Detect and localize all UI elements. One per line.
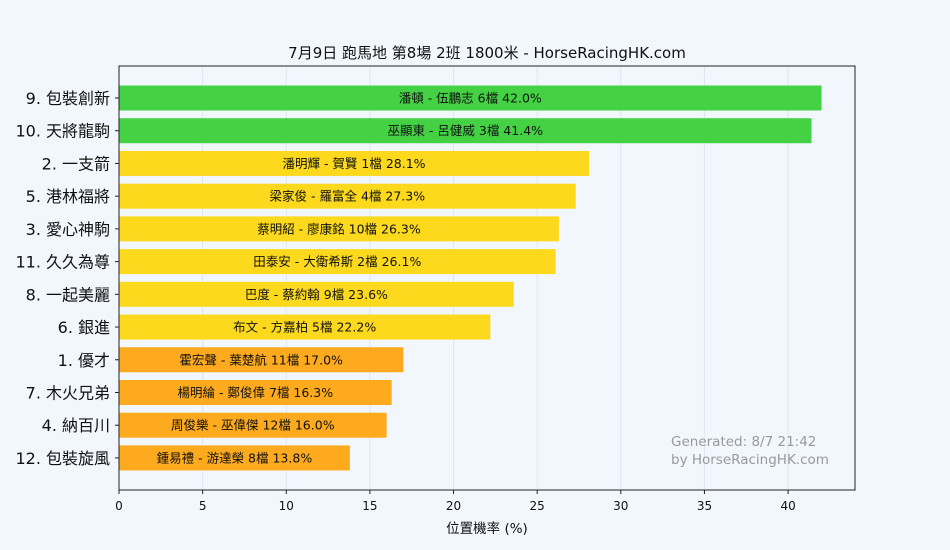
- y-tick-label: 9. 包裝創新: [26, 89, 110, 108]
- x-axis-ticks: 0 5 10 15 20 25 30 35 40: [115, 490, 796, 513]
- bar: [119, 85, 822, 111]
- bar: [119, 281, 514, 307]
- bar-label: 梁家俊 - 羅富全 4檔 27.3%: [270, 189, 426, 204]
- bar: [119, 445, 350, 471]
- y-tick-label: 6. 銀進: [58, 318, 110, 337]
- x-tick-label: 40: [780, 499, 795, 513]
- y-tick-label: 5. 港林福將: [26, 187, 110, 206]
- x-tick-label: 10: [279, 499, 294, 513]
- y-tick-label: 7. 木火兄弟: [26, 383, 110, 402]
- bar-label: 潘明輝 - 賀賢 1檔 28.1%: [282, 156, 425, 171]
- chart-title: 7月9日 跑馬地 第8場 2班 1800米 - HorseRacingHK.co…: [288, 44, 686, 62]
- bar: [119, 249, 556, 275]
- bar: [119, 347, 404, 373]
- bar: [119, 150, 590, 176]
- bar-label: 鍾易禮 - 游達榮 8檔 13.8%: [157, 450, 313, 465]
- bar-labels: 潘頓 - 伍鵬志 6檔 42.0% 巫顯東 - 呂健威 3檔 41.4% 潘明輝 -…: [157, 91, 544, 466]
- generated-annotation: Generated: 8/7 21:42: [671, 434, 816, 450]
- y-tick-label: 12. 包裝旋風: [15, 449, 110, 468]
- x-tick-label: 5: [199, 499, 207, 513]
- bar-label: 霍宏聲 - 葉楚航 11檔 17.0%: [179, 352, 343, 367]
- bar-label: 潘頓 - 伍鵬志 6檔 42.0%: [399, 91, 542, 106]
- y-axis-labels: 9. 包裝創新 10. 天將龍駒 2. 一支箭 5. 港林福將 3. 愛心神駒 11. 久…: [15, 89, 119, 468]
- y-tick-label: 4. 納百川: [42, 416, 110, 435]
- source-annotation: by HorseRacingHK.com: [671, 452, 829, 468]
- x-tick-label: 35: [697, 499, 712, 513]
- bar: [119, 216, 559, 242]
- bar: [119, 379, 392, 405]
- bar-label: 周俊樂 - 巫偉傑 12檔 16.0%: [171, 418, 335, 433]
- bar: [119, 118, 812, 144]
- x-axis-label: 位置機率 (%): [446, 520, 528, 537]
- bar-label: 田泰安 - 大衛希斯 2檔 26.1%: [253, 254, 421, 269]
- bar: [119, 412, 387, 438]
- bar-label: 蔡明紹 - 廖康銘 10檔 26.3%: [257, 221, 421, 236]
- x-tick-label: 30: [613, 499, 628, 513]
- y-tick-label: 3. 愛心神駒: [26, 220, 110, 239]
- bar: [119, 314, 491, 340]
- y-tick-label: 1. 優才: [58, 351, 110, 370]
- y-tick-label: 10. 天將龍駒: [15, 122, 110, 141]
- bar: [119, 183, 576, 209]
- bar-label: 楊明綸 - 鄭俊偉 7檔 16.3%: [178, 385, 334, 400]
- bar-label: 巫顯東 - 呂健威 3檔 41.4%: [387, 123, 543, 138]
- y-tick-label: 8. 一起美麗: [26, 285, 110, 304]
- bar-label: 布文 - 方嘉柏 5檔 22.2%: [233, 320, 376, 335]
- x-tick-label: 15: [362, 499, 377, 513]
- x-tick-label: 0: [115, 499, 123, 513]
- bar-label: 巴度 - 蔡約翰 9檔 23.6%: [245, 287, 388, 302]
- y-tick-label: 2. 一支箭: [42, 154, 110, 173]
- y-tick-label: 11. 久久為尊: [15, 253, 110, 272]
- x-tick-label: 20: [446, 499, 461, 513]
- x-tick-label: 25: [530, 499, 545, 513]
- plot-frame: [118, 65, 856, 491]
- bars: [119, 85, 822, 471]
